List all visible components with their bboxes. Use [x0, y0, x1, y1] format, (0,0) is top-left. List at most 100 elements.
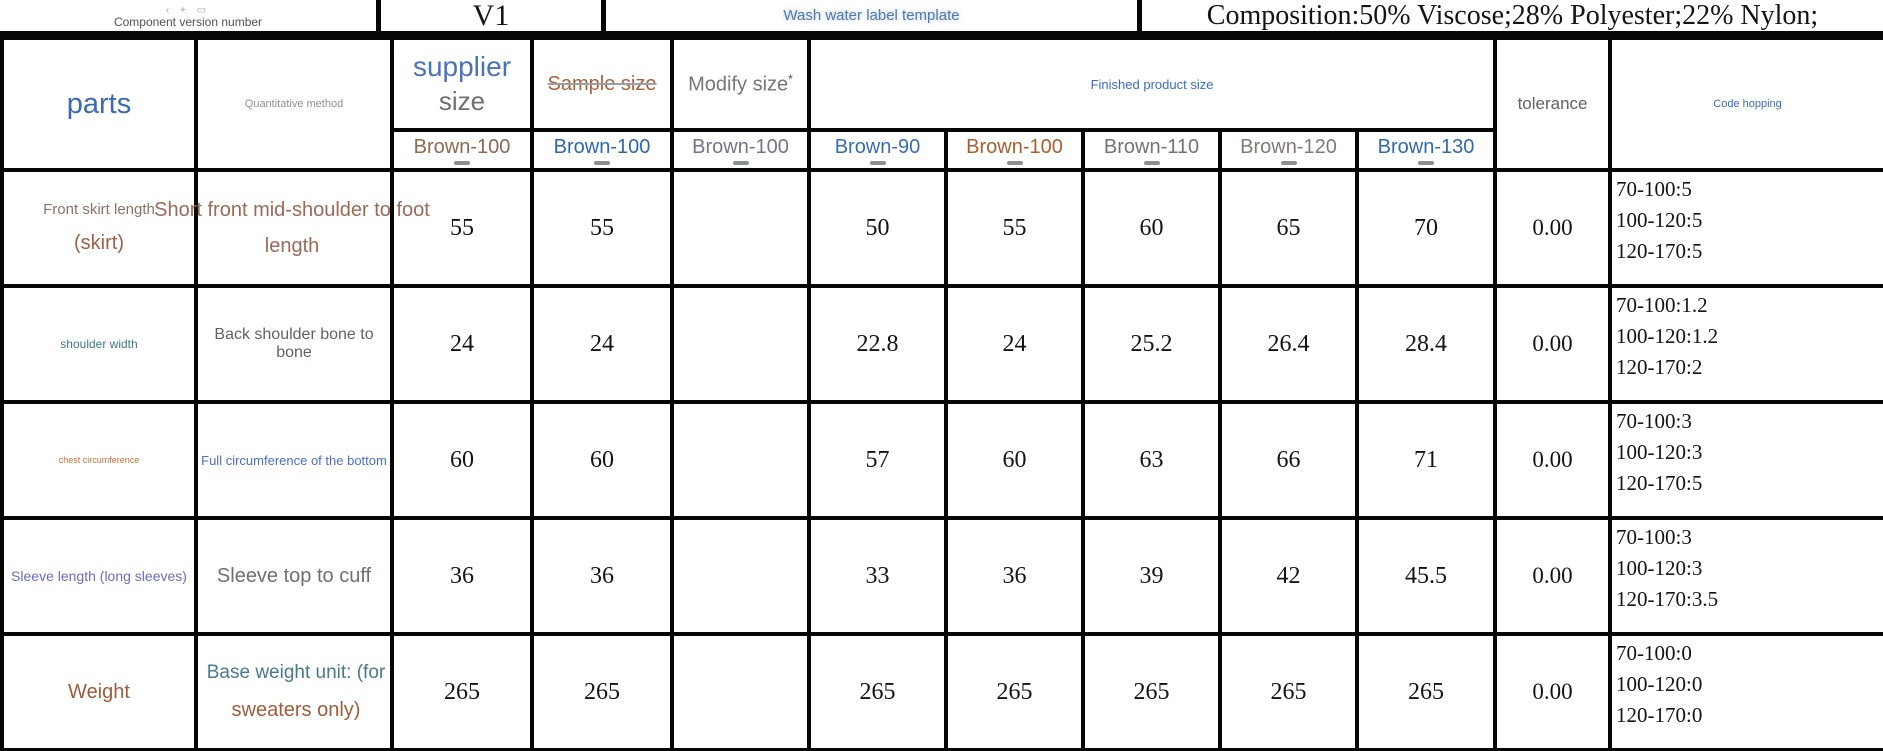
part-name-cell: shoulder width — [0, 284, 198, 404]
size-value-100: 60 — [944, 400, 1085, 520]
size-value-130: 45.5 — [1354, 516, 1498, 636]
underline-mark — [594, 160, 610, 165]
size-value-100: 55 — [944, 168, 1085, 288]
component-version-cell: ‹ + ▭ Component version number — [0, 0, 376, 31]
header-code-hopping: Code hopping — [1608, 36, 1883, 172]
part-name-cell: Weight — [0, 632, 198, 751]
supplier-size-line1: supplier — [412, 51, 512, 82]
sample-value: 60 — [530, 400, 674, 520]
underline-mark — [732, 160, 749, 165]
part-name-cell: chest circumference — [0, 400, 198, 520]
size-value-110: 60 — [1081, 168, 1222, 288]
supplier-value: 55 — [390, 168, 534, 288]
version-value: V1 — [472, 0, 510, 32]
size-value-120: 26.4 — [1218, 284, 1359, 404]
table-row-chest-circumference: chest circumference Full circumference o… — [0, 400, 1883, 520]
method-cell: Sleeve top to cuff — [194, 516, 394, 636]
method-cell: Back shoulder bone to bone — [194, 284, 394, 404]
code-hopping-cell: 70-100:5 100-120:5 120-170:5 — [1608, 168, 1883, 288]
method-cell: Full circumference of the bottom — [194, 400, 394, 520]
code-hopping-cell: 70-100:1.2 100-120:1.2 120-170:2 — [1608, 284, 1883, 404]
size-column-110: Brown-110 — [1081, 128, 1222, 172]
modify-value — [670, 284, 811, 404]
size-column-sample: Brown-100 — [530, 128, 674, 172]
underline-mark — [1006, 160, 1023, 165]
size-column-modify: Brown-100 — [670, 128, 811, 172]
size-value-110: 25.2 — [1081, 284, 1222, 404]
size-column-120: Brown-120 — [1218, 128, 1359, 172]
size-value-130: 71 — [1354, 400, 1498, 520]
modify-value — [670, 168, 811, 288]
size-value-120: 42 — [1218, 516, 1359, 636]
header-sample-size: Sample size — [530, 36, 674, 132]
tolerance-value: 0.00 — [1493, 516, 1613, 636]
size-value-100: 265 — [944, 632, 1085, 751]
modify-size-asterisk: * — [788, 71, 793, 86]
composition-cell: Composition:50% Viscose;28% Polyester;22… — [1137, 0, 1883, 31]
tolerance-value: 0.00 — [1493, 284, 1613, 404]
table-row-front-skirt-length: Front skirt length (skirt) Short front m… — [0, 168, 1883, 288]
sample-value: 36 — [530, 516, 674, 636]
size-column-130: Brown-130 — [1354, 128, 1498, 172]
supplier-value: 60 — [390, 400, 534, 520]
modify-value — [670, 632, 811, 751]
tolerance-value: 0.00 — [1493, 632, 1613, 751]
composition-text: Composition:50% Viscose;28% Polyester;22… — [1206, 0, 1819, 31]
header-quantitative-method: Quantitative method — [194, 36, 394, 172]
version-value-cell: V1 — [376, 0, 601, 32]
size-value-130: 265 — [1354, 632, 1498, 751]
header-modify-size: Modify size* — [670, 36, 811, 132]
size-value-90: 265 — [807, 632, 948, 751]
size-value-120: 65 — [1218, 168, 1359, 288]
size-value-120: 66 — [1218, 400, 1359, 520]
tolerance-value: 0.00 — [1493, 400, 1613, 520]
code-hopping-cell: 70-100:0 100-120:0 120-170:0 — [1608, 632, 1883, 751]
method-cell: Base weight unit: (for sweaters only) — [194, 632, 394, 751]
size-value-90: 57 — [807, 400, 948, 520]
size-value-130: 28.4 — [1354, 284, 1498, 404]
code-hopping-cell: 70-100:3 100-120:3 120-170:5 — [1608, 400, 1883, 520]
underline-mark — [1418, 160, 1435, 165]
size-value-110: 63 — [1081, 400, 1222, 520]
size-column-supplier: Brown-100 — [390, 128, 534, 172]
supplier-value: 24 — [390, 284, 534, 404]
underline-mark — [869, 160, 886, 165]
header-tolerance: tolerance — [1493, 36, 1613, 172]
size-table: parts Quantitative method supplier size … — [0, 36, 1883, 751]
header-finished-product-size: Finished product size — [806, 36, 1498, 132]
modify-value — [670, 400, 811, 520]
part-name-cell: Sleeve length (long sleeves) — [0, 516, 198, 636]
size-value-100: 24 — [944, 284, 1085, 404]
size-value-130: 70 — [1354, 168, 1498, 288]
top-info-row: ‹ + ▭ Component version number V1 Wash w… — [0, 0, 1883, 36]
size-column-90: Brown-90 — [807, 128, 948, 172]
size-value-120: 265 — [1218, 632, 1359, 751]
size-column-row: Brown-100 Brown-100 Brown-100 Brown-90 B… — [2, 128, 1883, 172]
part-name-cell: Front skirt length (skirt) — [0, 168, 198, 288]
code-hopping-cell: 70-100:3 100-120:3 120-170:3.5 — [1608, 516, 1883, 636]
supplier-value: 265 — [390, 632, 534, 751]
size-value-90: 33 — [807, 516, 948, 636]
method-cell: Short front mid-shoulder to foot length — [154, 168, 430, 288]
header-row: parts Quantitative method supplier size … — [0, 36, 1883, 172]
modify-value — [670, 516, 811, 636]
size-column-100: Brown-100 — [944, 128, 1085, 172]
size-value-100: 36 — [944, 516, 1085, 636]
table-row-sleeve-length: Sleeve length (long sleeves) Sleeve top … — [0, 516, 1883, 636]
size-value-90: 50 — [807, 168, 948, 288]
header-supplier-size: supplier size — [390, 36, 534, 132]
sample-value: 265 — [530, 632, 674, 751]
size-value-110: 265 — [1081, 632, 1222, 751]
supplier-value: 36 — [390, 516, 534, 636]
table-row-weight: Weight Base weight unit: (for sweaters o… — [0, 632, 1883, 751]
underline-mark — [454, 160, 470, 165]
wash-label-template: Wash water label template — [783, 7, 960, 24]
component-version-label: Component version number — [113, 15, 263, 29]
supplier-size-line2: size — [438, 86, 486, 116]
sample-value: 24 — [530, 284, 674, 404]
table-row-shoulder-width: shoulder width Back shoulder bone to bon… — [0, 284, 1883, 404]
translation-artifact-icon: ‹ + ▭ — [165, 7, 211, 15]
header-parts: parts — [0, 36, 198, 172]
wash-label-cell: Wash water label template — [601, 0, 1137, 31]
